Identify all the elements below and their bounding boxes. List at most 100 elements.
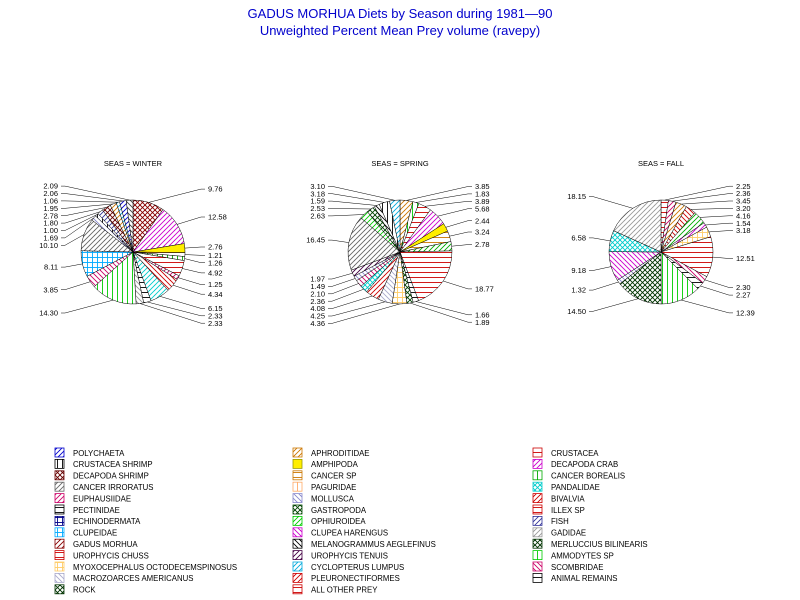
legend-label: CANCER SP bbox=[311, 472, 357, 481]
slice-label: 2.44 bbox=[475, 216, 490, 225]
leader-line bbox=[147, 301, 205, 317]
legend-swatch bbox=[532, 504, 543, 515]
legend-swatch bbox=[54, 458, 65, 469]
slice-label: 1.06 bbox=[43, 197, 58, 206]
slice-label: 1.59 bbox=[310, 197, 325, 206]
slice-label: 14.50 bbox=[567, 307, 586, 316]
legend-label: CLUPEA HARENGUS bbox=[311, 529, 388, 538]
legend-label: MYOXOCEPHALUS OCTODECEMSPINOSUS bbox=[73, 563, 237, 572]
legend-swatch bbox=[292, 527, 303, 538]
legend-item: MACROZOARCES AMERICANUS bbox=[54, 573, 193, 583]
legend-label: PECTINIDAE bbox=[73, 506, 120, 515]
slice-label: 2.33 bbox=[208, 319, 223, 328]
slice-label: 16.45 bbox=[306, 236, 325, 245]
legend-swatch bbox=[532, 447, 543, 458]
leader-line bbox=[61, 211, 101, 224]
leader-line bbox=[61, 185, 130, 201]
legend-swatch bbox=[292, 481, 303, 492]
slice-label: 2.27 bbox=[736, 291, 751, 300]
legend-item: EUPHAUSIIDAE bbox=[54, 493, 131, 504]
slice-label: 2.30 bbox=[736, 283, 751, 292]
leader-line bbox=[664, 185, 733, 201]
legend-swatch bbox=[532, 458, 543, 469]
leader-line bbox=[589, 298, 639, 312]
slice-label: 1.97 bbox=[310, 275, 325, 284]
leader-line bbox=[184, 254, 205, 256]
leader-line bbox=[328, 283, 359, 295]
legend-label: CYCLOPTERUS LUMPUS bbox=[311, 563, 404, 572]
slice-label: 3.20 bbox=[736, 204, 751, 213]
legend-item: ANIMAL REMAINS bbox=[532, 573, 617, 583]
legend-item: PLEURONECTIFORMES bbox=[292, 573, 400, 583]
legend-swatch bbox=[54, 493, 65, 504]
legend-item: AMPHIPODA bbox=[292, 458, 359, 469]
pie-chart-seas-spring: SEAS = SPRING 3.851.833.895.68 2.44 3.24 2.7… bbox=[306, 159, 494, 328]
legend-swatch bbox=[54, 516, 65, 526]
pie-title: SEAS = FALL bbox=[638, 159, 684, 168]
legend-item: GADUS MORHUA bbox=[54, 538, 138, 549]
legend-item: PANDALIDAE bbox=[532, 481, 600, 492]
slice-label: 2.53 bbox=[310, 204, 325, 213]
leader-line bbox=[61, 203, 114, 209]
slice-label: 2.09 bbox=[43, 182, 58, 191]
leader-line bbox=[328, 200, 377, 206]
pie-slice bbox=[399, 250, 453, 301]
legend-item: AMMODYTES SP bbox=[532, 550, 614, 560]
legend-label: UROPHYCIS TENUIS bbox=[311, 551, 388, 560]
leader-line bbox=[443, 280, 472, 290]
legend-item: POLYCHAETA bbox=[54, 447, 125, 458]
leader-line bbox=[712, 256, 733, 259]
leader-line bbox=[184, 258, 205, 263]
legend-swatch bbox=[54, 470, 65, 481]
legend-swatch bbox=[532, 516, 543, 526]
legend-label: AMMODYTES SP bbox=[551, 551, 614, 560]
leader-line bbox=[61, 214, 97, 231]
legend-swatch bbox=[292, 504, 303, 515]
legend-label: ILLEX SP bbox=[551, 506, 585, 515]
chart-subtitle: Unweighted Percent Mean Prey volume (rav… bbox=[259, 23, 541, 38]
slice-label: 4.16 bbox=[736, 211, 751, 220]
pie-title: SEAS = WINTER bbox=[104, 159, 163, 168]
legend-label: MERLUCCIUS BILINEARIS bbox=[551, 540, 648, 549]
slice-label: 10.10 bbox=[39, 241, 58, 250]
legend-item: FISH bbox=[532, 516, 569, 526]
legend-item: MELANOGRAMMUS AEGLEFINUS bbox=[292, 538, 436, 549]
leader-line bbox=[589, 196, 633, 209]
leader-line bbox=[424, 201, 472, 207]
legend-swatch bbox=[532, 550, 543, 560]
slice-label: 1.00 bbox=[43, 226, 58, 235]
slice-label: 2.25 bbox=[736, 182, 751, 191]
slice-label: 4.08 bbox=[310, 304, 325, 313]
legend-swatch bbox=[292, 447, 303, 458]
leader-line bbox=[184, 246, 205, 249]
leader-line bbox=[445, 220, 472, 228]
legend-item: GADIDAE bbox=[532, 527, 586, 538]
leader-line bbox=[451, 244, 472, 247]
slice-label: 2.10 bbox=[310, 289, 325, 298]
legend-swatch bbox=[532, 470, 543, 481]
legend-item: PAGURIDAE bbox=[292, 481, 356, 492]
legend-swatch bbox=[292, 573, 303, 583]
legend-swatch bbox=[54, 527, 65, 538]
slice-label: 2.63 bbox=[310, 212, 325, 221]
legend-label: ECHINODERMATA bbox=[73, 517, 141, 526]
leader-line bbox=[406, 186, 472, 201]
legend-swatch bbox=[292, 458, 303, 469]
leader-line bbox=[61, 299, 114, 314]
leader-line bbox=[178, 277, 205, 285]
legend-swatch bbox=[292, 561, 303, 572]
legend-item: CRUSTACEA bbox=[532, 447, 599, 458]
legend-item: BIVALVIA bbox=[532, 493, 585, 503]
legend-swatch bbox=[532, 561, 543, 572]
leader-line bbox=[61, 217, 94, 239]
leader-line bbox=[589, 281, 619, 291]
leader-line bbox=[328, 214, 365, 217]
legend-item: SCOMBRIDAE bbox=[532, 561, 603, 572]
leader-line bbox=[699, 215, 733, 218]
leader-line bbox=[328, 303, 400, 324]
leader-line bbox=[328, 288, 364, 302]
legend-label: ROCK bbox=[73, 586, 96, 595]
legend-label: MACROZOARCES AMERICANUS bbox=[73, 574, 193, 583]
legend-label: GADIDAE bbox=[551, 529, 586, 538]
leader-line bbox=[328, 208, 371, 210]
